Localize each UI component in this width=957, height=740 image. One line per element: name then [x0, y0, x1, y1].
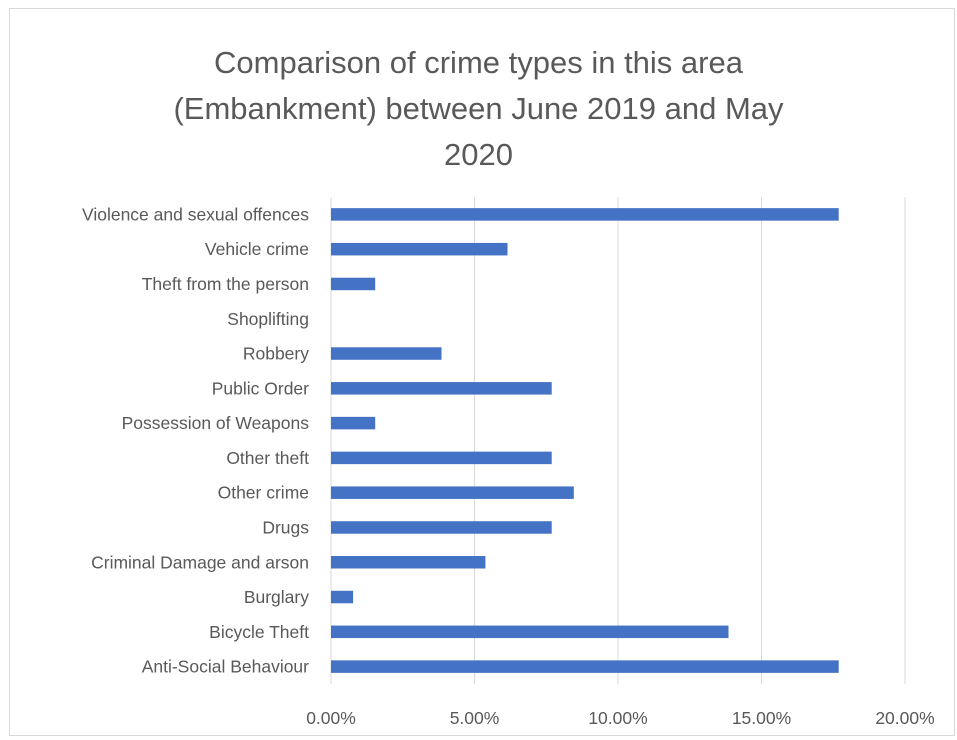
bar-4 [331, 347, 442, 360]
category-label-13: Anti-Social Behaviour [142, 657, 309, 677]
bar-8 [331, 486, 574, 499]
bar-5 [331, 382, 552, 395]
x-tick-label-2: 10.00% [588, 708, 647, 728]
bar-0 [331, 208, 839, 221]
category-label-4: Robbery [243, 344, 309, 364]
category-label-3: Shoplifting [227, 309, 309, 329]
category-label-10: Criminal Damage and arson [91, 552, 309, 572]
bar-11 [331, 590, 354, 604]
category-label-2: Theft from the person [142, 274, 309, 294]
category-label-7: Other theft [226, 448, 309, 468]
category-label-11: Burglary [244, 587, 309, 607]
category-label-12: Bicycle Theft [209, 622, 309, 642]
chart-title: Comparison of crime types in this area (… [0, 40, 957, 178]
bar-9 [331, 521, 552, 534]
bar-12 [331, 625, 729, 639]
category-label-1: Vehicle crime [205, 239, 309, 259]
category-label-5: Public Order [212, 378, 309, 398]
bar-6 [331, 416, 376, 430]
bar-1 [331, 242, 508, 256]
x-tick-label-3: 15.00% [732, 708, 791, 728]
bar-2 [331, 277, 376, 291]
chart-area [9, 8, 955, 736]
x-tick-label-1: 5.00% [450, 708, 500, 728]
bar-7 [331, 451, 552, 465]
x-tick-label-4: 20.00% [875, 708, 934, 728]
chart-title-line-2: (Embankment) between June 2019 and May [173, 91, 784, 126]
category-label-0: Violence and sexual offences [82, 204, 309, 224]
chart-title-line-3: 2020 [444, 137, 513, 172]
bar-13 [331, 660, 839, 673]
category-label-6: Possession of Weapons [122, 413, 310, 433]
bar-10 [331, 556, 486, 569]
category-label-8: Other crime [218, 483, 309, 503]
x-tick-label-0: 0.00% [306, 708, 356, 728]
category-label-9: Drugs [262, 517, 309, 537]
chart-title-line-1: Comparison of crime types in this area [214, 45, 743, 80]
